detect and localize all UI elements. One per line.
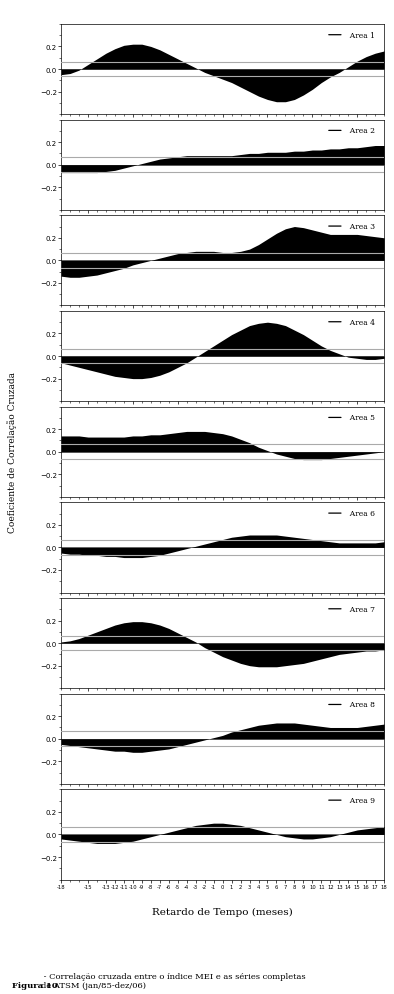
Text: Retardo de Tempo (meses): Retardo de Tempo (meses) <box>152 907 293 916</box>
Text: Area 6: Area 6 <box>346 510 375 518</box>
Text: Area 5: Area 5 <box>346 414 375 422</box>
Text: Area 8: Area 8 <box>346 701 375 709</box>
Text: Area 7: Area 7 <box>346 605 375 613</box>
Text: - Correlação cruzada entre o índice MEI e as séries completas
de ATSM (jan/85-de: - Correlação cruzada entre o índice MEI … <box>41 972 306 989</box>
Text: Figura 10: Figura 10 <box>12 981 58 989</box>
Text: Area 3: Area 3 <box>346 223 375 231</box>
Text: Area 2: Area 2 <box>346 127 375 135</box>
Text: Area 9: Area 9 <box>346 796 375 804</box>
Text: Area 1: Area 1 <box>346 32 375 40</box>
Text: Coeficiente de Correlação Cruzada: Coeficiente de Correlação Cruzada <box>7 372 17 533</box>
Text: Area 4: Area 4 <box>346 318 375 326</box>
